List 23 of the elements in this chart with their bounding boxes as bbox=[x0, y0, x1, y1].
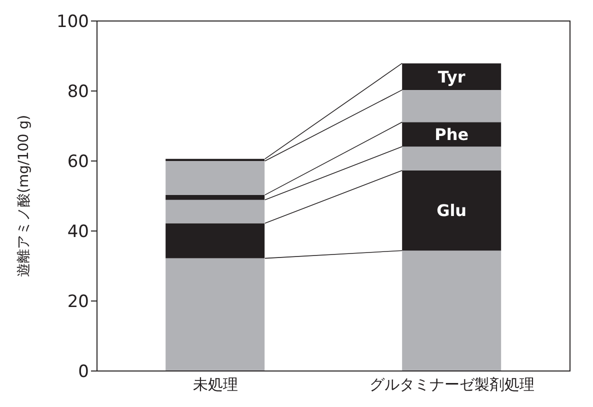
bar bbox=[166, 223, 265, 258]
bar bbox=[402, 170, 502, 251]
bar bbox=[166, 194, 265, 200]
bar bbox=[166, 258, 265, 371]
x-tick-label: 未処理 bbox=[192, 376, 238, 394]
y-axis-title: 遊離アミノ酸(mg/100 g) bbox=[16, 114, 32, 278]
bar bbox=[166, 200, 265, 224]
series-label: Glu bbox=[436, 201, 467, 220]
bar bbox=[402, 63, 502, 90]
bar bbox=[402, 250, 502, 371]
bar bbox=[166, 161, 265, 195]
bar bbox=[402, 90, 502, 122]
x-tick-label: グルタミナーゼ製剤処理 bbox=[369, 376, 534, 394]
y-tick-label: 80 bbox=[67, 82, 89, 102]
bar bbox=[402, 122, 502, 147]
y-tick-label: 0 bbox=[78, 362, 89, 382]
y-tick-label: 60 bbox=[67, 152, 89, 172]
y-tick-label: 100 bbox=[56, 12, 89, 32]
y-tick-label: 20 bbox=[67, 292, 89, 312]
series-label: Phe bbox=[434, 125, 469, 144]
bar bbox=[402, 146, 502, 170]
y-tick-label: 40 bbox=[67, 222, 89, 242]
series-label: Tyr bbox=[438, 67, 466, 86]
